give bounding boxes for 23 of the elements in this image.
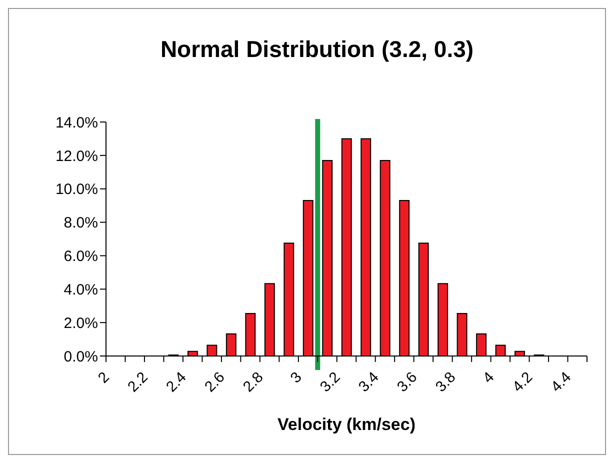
chart-title: Normal Distribution (3.2, 0.3) bbox=[159, 34, 475, 64]
x-tick-label: 2.4 bbox=[163, 368, 190, 396]
x-tick-label: 4.4 bbox=[548, 368, 575, 396]
x-tick-label: 2 bbox=[94, 368, 113, 387]
y-tick-label: 0.0% bbox=[64, 348, 98, 366]
y-tick-label: 14.0% bbox=[55, 114, 98, 132]
x-tick-label: 3 bbox=[287, 368, 306, 387]
y-tick-label: 8.0% bbox=[64, 214, 98, 232]
y-tick-label: 2.0% bbox=[64, 314, 98, 332]
x-tick-label: 3.4 bbox=[355, 368, 382, 396]
y-tick-label: 12.0% bbox=[55, 148, 98, 165]
x-tick-label: 3.6 bbox=[394, 368, 421, 396]
x-tick-label: 4 bbox=[480, 368, 498, 387]
x-tick-label: 4.2 bbox=[509, 368, 536, 396]
x-tick-label: 2.6 bbox=[202, 368, 228, 396]
y-tick-label: 6.0% bbox=[64, 248, 98, 266]
y-tick-label: 10.0% bbox=[55, 181, 98, 198]
y-tick-label: 4.0% bbox=[64, 281, 98, 298]
x-tick-label: 2.2 bbox=[124, 368, 152, 396]
x-axis-title: Velocity (km/sec) bbox=[278, 415, 416, 434]
x-tick-label: 3.2 bbox=[316, 368, 344, 396]
x-tick-label: 2.8 bbox=[240, 368, 267, 396]
x-tick-label: 3.8 bbox=[432, 368, 460, 396]
